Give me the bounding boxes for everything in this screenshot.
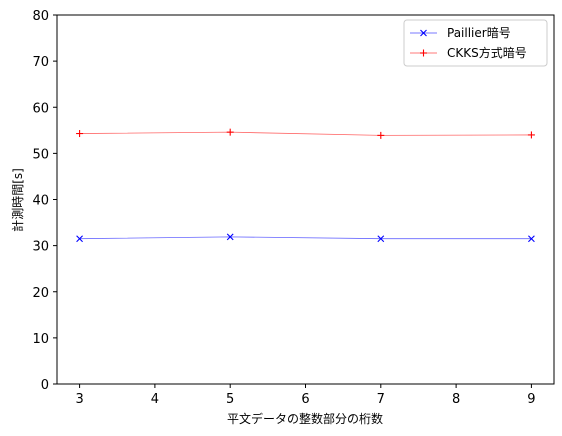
legend: Paillier暗号 CKKS方式暗号 [403, 19, 548, 67]
series-lines [79, 131, 532, 240]
x-tick-label: 7 [377, 392, 385, 407]
legend-label-1: CKKS方式暗号 [447, 45, 527, 60]
y-tick-label: 50 [32, 147, 49, 162]
data-point-1-0 [76, 130, 84, 138]
y-axis-ticks: 0 10 20 30 40 50 60 70 80 [32, 9, 57, 393]
x-tick-label: 6 [301, 392, 309, 407]
data-point-1-2 [377, 131, 385, 139]
y-tick-label: 80 [32, 9, 49, 24]
plot-area [56, 14, 555, 385]
x-tick-label: 5 [226, 392, 234, 407]
data-point-0-3 [528, 235, 535, 243]
y-tick-label: 30 [32, 240, 49, 255]
legend-label-0: Paillier暗号 [447, 25, 511, 40]
y-tick-label: 20 [32, 286, 49, 301]
x-tick-label: 3 [75, 392, 83, 407]
data-point-0-0 [76, 235, 83, 243]
y-tick-label: 60 [32, 101, 49, 116]
y-tick-label: 0 [41, 378, 49, 393]
legend-marker-1 [420, 49, 427, 57]
y-tick-label: 10 [32, 332, 49, 347]
x-axis-ticks: 3 4 5 6 7 8 9 [75, 384, 536, 407]
y-tick-label: 40 [32, 194, 49, 209]
series-line-1 [79, 131, 532, 136]
data-point-1-1 [226, 128, 234, 136]
data-point-0-1 [226, 233, 234, 241]
y-axis-label: 計測時間[s] [10, 168, 25, 232]
legend-marker-0 [420, 29, 427, 37]
series-line-0 [79, 236, 532, 240]
x-axis-label: 平文データの整数部分の桁数 [227, 411, 383, 426]
y-tick-label: 70 [32, 55, 49, 70]
x-tick-label: 9 [527, 392, 535, 407]
x-tick-label: 8 [452, 392, 460, 407]
data-point-0-2 [377, 235, 385, 243]
x-tick-label: 4 [151, 392, 159, 407]
series-markers [76, 128, 535, 243]
data-point-1-3 [527, 131, 535, 139]
legend-box [403, 19, 548, 67]
